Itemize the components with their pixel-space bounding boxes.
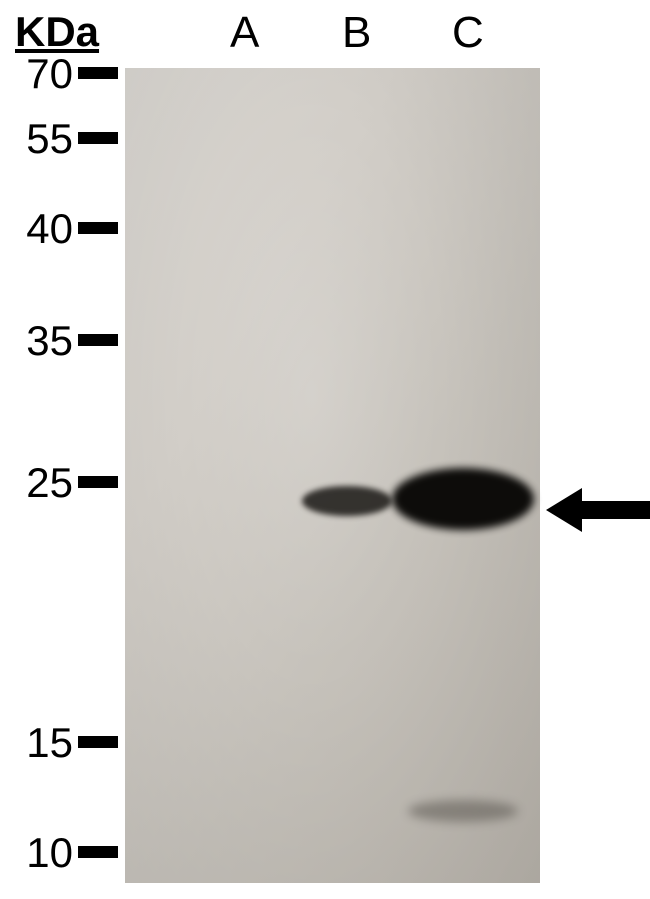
mw-label-55: 55 xyxy=(15,115,73,163)
mw-tick-25 xyxy=(78,476,118,488)
mw-label-25: 25 xyxy=(15,459,73,507)
blot-figure: KDa A B C 70 55 40 35 25 15 10 xyxy=(0,0,650,899)
arrow-shaft xyxy=(582,501,650,519)
mw-label-15: 15 xyxy=(15,719,73,767)
mw-label-40: 40 xyxy=(15,205,73,253)
arrow-head-icon xyxy=(546,488,582,532)
lane-label-c: C xyxy=(452,8,484,58)
mw-tick-35 xyxy=(78,334,118,346)
mw-tick-70 xyxy=(78,67,118,79)
band-lane-c-11kda xyxy=(408,800,518,822)
target-band-arrow xyxy=(546,488,650,532)
mw-tick-55 xyxy=(78,132,118,144)
kda-header: KDa xyxy=(15,8,99,56)
mw-label-10: 10 xyxy=(15,829,73,877)
mw-label-70: 70 xyxy=(15,50,73,98)
lane-label-b: B xyxy=(342,8,371,58)
mw-tick-15 xyxy=(78,736,118,748)
lane-label-a: A xyxy=(230,8,259,58)
mw-tick-40 xyxy=(78,222,118,234)
band-lane-c-24kda xyxy=(392,468,534,530)
mw-tick-10 xyxy=(78,846,118,858)
mw-label-35: 35 xyxy=(15,317,73,365)
band-lane-b-24kda xyxy=(302,486,392,516)
